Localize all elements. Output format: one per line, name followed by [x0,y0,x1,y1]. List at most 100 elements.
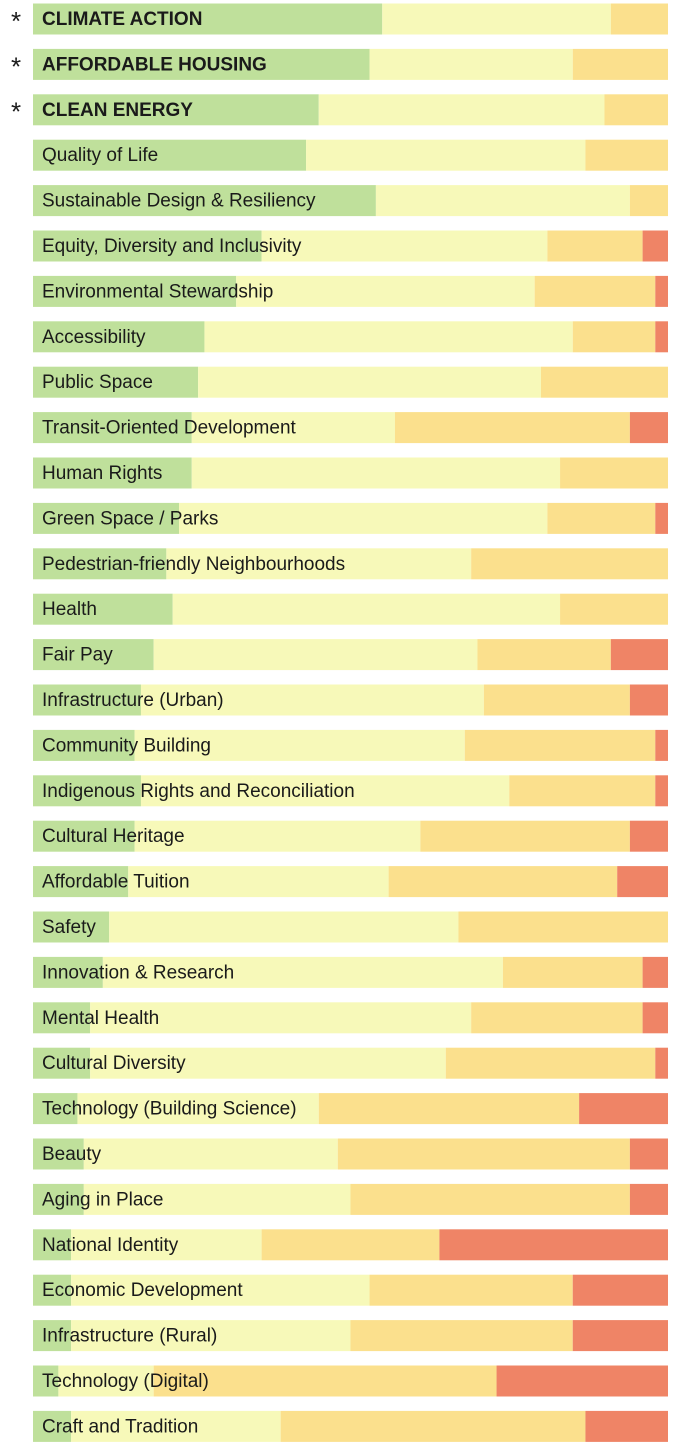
bar-segment [33,275,237,307]
bar-segment [33,1274,72,1306]
category-label: Public Space [42,372,153,393]
category-label: Mental Health [42,1008,159,1029]
bar-segment [280,1410,586,1442]
bar-segment [33,1138,84,1170]
category-label: Indigenous Rights and Reconciliation [42,781,355,802]
bar-segment [642,230,668,262]
bar-segment [471,1002,643,1034]
bar-segment [33,820,135,852]
bar-segment [33,956,103,988]
bar-segment [33,548,167,580]
bar-segment [33,230,262,262]
category-label: Technology (Building Science) [42,1099,297,1120]
bar-segment [445,1047,656,1079]
category-label: Infrastructure (Rural) [42,1326,217,1347]
category-label: Transit-Oriented Development [42,418,297,439]
bar-segment [153,1365,497,1397]
bar-segment [102,956,503,988]
category-label: Technology (Digital) [42,1371,209,1392]
bar-segment [471,548,668,580]
bar-segment [77,1093,319,1125]
category-label: Health [42,599,97,620]
bar-segment [33,775,141,807]
bar-segment [572,48,668,80]
bar-segment [109,911,459,943]
bar-segment [547,502,656,534]
bar-segment [655,729,668,761]
bar-segment [204,321,573,353]
bar-segment [496,1365,668,1397]
bar-segment [642,1002,668,1034]
bar-segment [33,321,205,353]
category-label: Innovation & Research [42,962,234,983]
bar-segment [318,94,605,126]
bar-segment [33,911,110,943]
bar-segment [585,139,668,171]
bar-segment [33,1410,72,1442]
bar-segment [140,775,510,807]
bar-segment [560,593,668,625]
bar-segment [655,275,668,307]
category-label: Human Rights [42,463,162,484]
category-label: Quality of Life [42,145,158,166]
category-label: Aging in Place [42,1189,163,1210]
bar-segment [655,502,668,534]
bar-segment [617,866,668,898]
bar-segment [629,185,668,217]
bar-segment [464,729,656,761]
bar-segment [33,1183,84,1215]
bar-segment [140,684,484,716]
bar-segment [191,457,561,489]
category-label: Environmental Stewardship [42,281,273,302]
category-label: Fair Pay [42,645,113,666]
marker: * [11,6,21,36]
category-label: Green Space / Parks [42,508,218,529]
category-label: Sustainable Design & Resiliency [42,191,316,212]
bar-segment [655,775,668,807]
bar-segment [71,1274,370,1306]
bar-segment [71,1229,262,1261]
category-label: Craft and Tradition [42,1416,198,1437]
category-label: CLIMATE ACTION [42,9,202,30]
bar-segment [629,684,668,716]
bar-segment [191,412,395,444]
bar-segment [33,366,199,398]
category-label: Accessibility [42,327,146,348]
bar-segment [629,820,668,852]
bar-segment [388,866,618,898]
bar-segment [572,1274,668,1306]
category-label: Economic Development [42,1280,243,1301]
bar-segment [375,185,630,217]
bar-segment [382,3,611,35]
bar-segment [33,412,192,444]
bar-segment [33,185,376,217]
bar-segment [610,3,668,35]
marker: * [11,97,21,127]
bar-segment [153,639,478,671]
bar-segment [33,684,141,716]
bar-segment [261,1229,440,1261]
bar-segment [655,321,668,353]
bar-segment [134,820,421,852]
bar-segment [33,1093,78,1125]
bar-segment [337,1138,630,1170]
bar-segment [166,548,472,580]
bar-segment [33,3,383,35]
category-label: AFFORDABLE HOUSING [42,54,267,75]
bar-segment [261,230,548,262]
bar-segment [58,1365,154,1397]
bar-segment [610,639,668,671]
bar-segment [33,866,129,898]
category-label: Community Building [42,735,211,756]
bar-segment [90,1002,472,1034]
bar-segment [71,1410,281,1442]
category-label: Cultural Heritage [42,826,185,847]
bar-segment [541,366,668,398]
bar-segment [477,639,611,671]
bar-segment [33,1002,91,1034]
bar-segment [350,1183,630,1215]
bar-segment [642,956,668,988]
bar-segment [128,866,389,898]
bar-segment [33,94,319,126]
